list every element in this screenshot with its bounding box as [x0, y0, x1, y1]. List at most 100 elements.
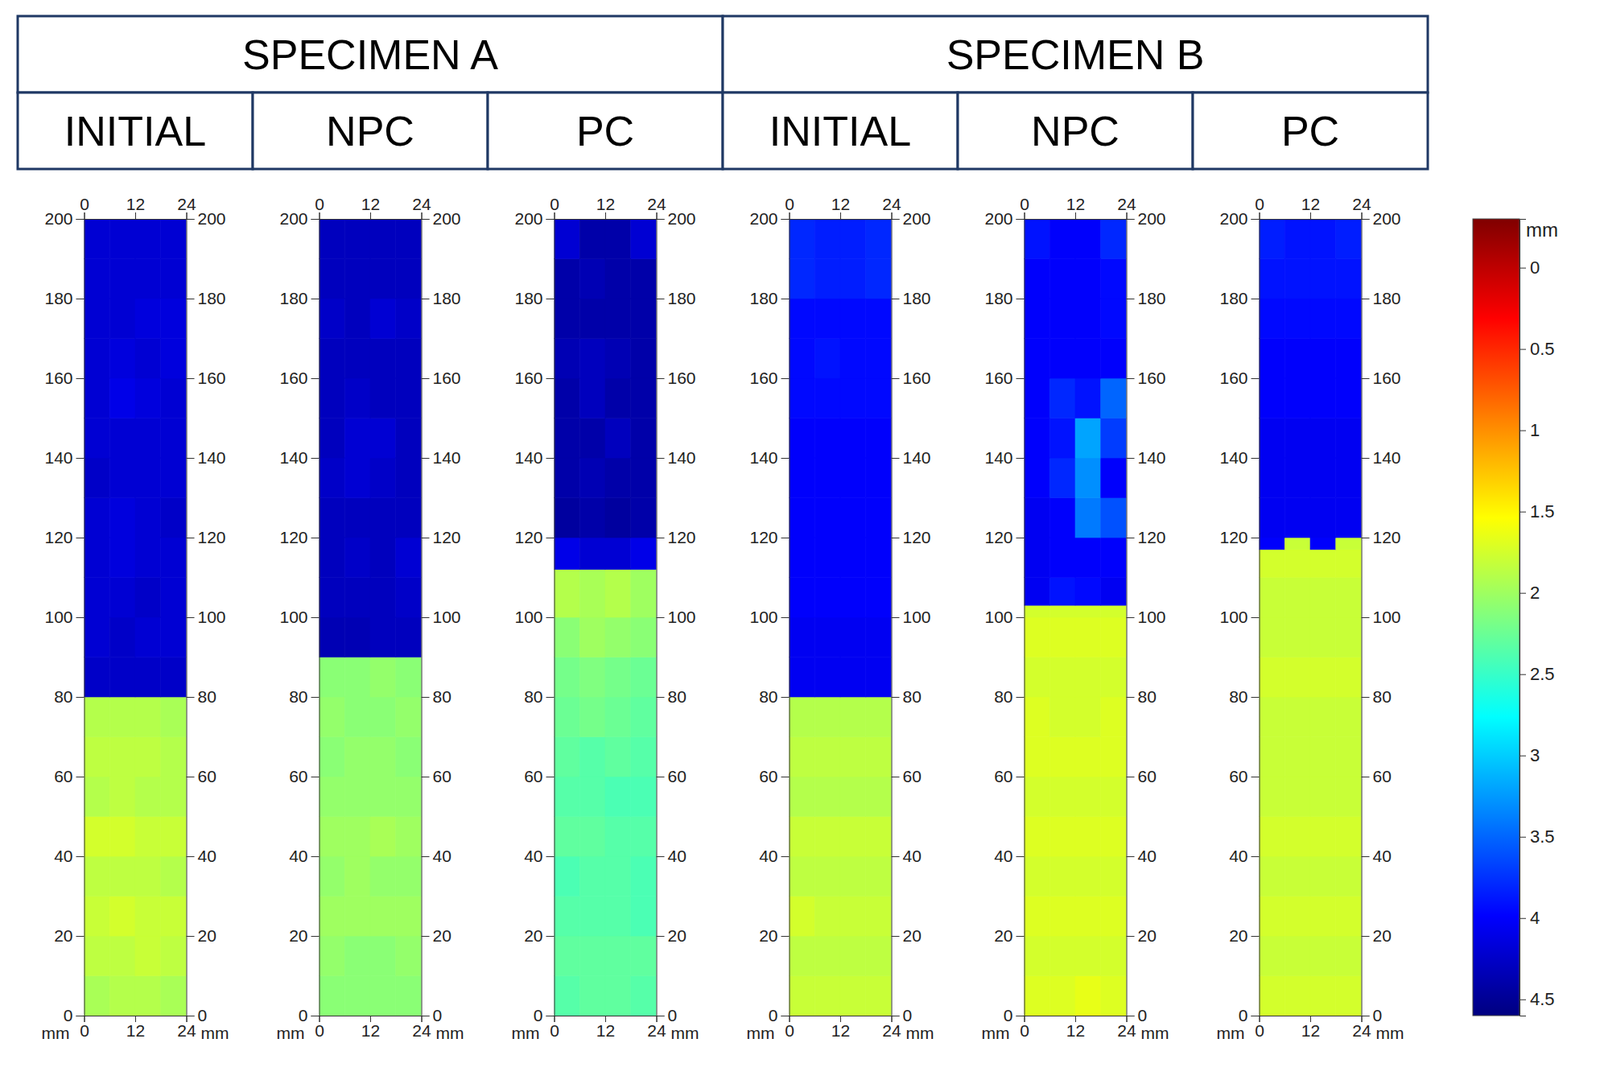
- tick-label: 160: [984, 368, 1013, 388]
- tick-label: 20: [1228, 926, 1248, 945]
- tick: 100: [656, 607, 697, 627]
- tick-label: 20: [1373, 926, 1392, 945]
- heatmap-cell: [370, 338, 396, 380]
- heatmap-cell: [814, 816, 841, 858]
- heatmap-cell: [1336, 856, 1362, 897]
- tick-mark: [186, 537, 195, 539]
- y-axis-right: 020406080100120140160180200: [421, 209, 462, 1025]
- axis-line: [319, 212, 422, 220]
- heatmap-cell: [840, 657, 866, 698]
- tick-mark: [891, 537, 900, 539]
- heatmap-cell: [135, 338, 161, 380]
- tick: 200: [514, 209, 554, 228]
- heatmap-cell: [814, 936, 841, 977]
- tick-label: 20: [993, 926, 1013, 945]
- tick: 60: [288, 767, 319, 786]
- tick-mark: [421, 457, 430, 459]
- heatmap-cell: [84, 657, 111, 698]
- heatmap-cell: [630, 976, 657, 1017]
- tick: 160: [984, 368, 1024, 388]
- heatmap-cell: [1049, 537, 1076, 578]
- heatmap-cell: [579, 936, 606, 977]
- heatmap-cell: [789, 498, 816, 539]
- heatmap-cell: [160, 856, 187, 897]
- tick-mark: [1126, 298, 1135, 300]
- heatmap-cell: [135, 617, 161, 658]
- tick: 40: [891, 846, 922, 866]
- tick-label: 180: [1138, 288, 1167, 308]
- heatmap-cell: [814, 498, 841, 539]
- x-axis-unit: mm: [671, 1023, 700, 1043]
- tick: 12: [831, 194, 850, 219]
- heatmap-cell: [395, 218, 422, 260]
- heatmap-cell: [1101, 816, 1127, 858]
- heatmap-cell: [1259, 657, 1286, 698]
- tick: 0: [79, 194, 90, 219]
- heatmap-cell: [1284, 737, 1311, 778]
- tick-label: 120: [1219, 527, 1248, 547]
- heatmap-cell: [1101, 856, 1127, 897]
- heatmap-cell: [1336, 577, 1362, 619]
- heatmap-cell: [554, 259, 581, 300]
- heatmap-cell: [319, 577, 346, 619]
- heatmap-cell: [865, 696, 892, 738]
- tick-label: 200: [44, 209, 73, 228]
- tick-mark: [1259, 212, 1261, 219]
- heatmap-cell: [605, 378, 631, 419]
- heatmap-cell: [135, 537, 161, 578]
- x-axis-bottom: 01224: [1254, 1015, 1372, 1040]
- tick-mark: [421, 378, 430, 380]
- heatmap-cell: [344, 816, 371, 858]
- heatmap-cell: [630, 896, 657, 937]
- heatmap-cell: [135, 577, 161, 619]
- tick-label: 24: [1117, 194, 1137, 214]
- heatmap-cell: [344, 577, 371, 619]
- tick-mark: [656, 856, 665, 858]
- tick-label: 12: [1066, 194, 1085, 214]
- tick-label: 180: [44, 288, 73, 308]
- heatmap-cell: [554, 298, 581, 339]
- heatmap-cell: [1336, 976, 1362, 1017]
- tick-label: 20: [288, 926, 308, 945]
- heatmap-cell: [1075, 936, 1102, 977]
- heatmap-cell: [789, 696, 816, 738]
- tick: 120: [1361, 527, 1402, 547]
- tick: 80: [421, 687, 452, 706]
- tick-label: 60: [758, 767, 778, 786]
- x-axis-unit: mm: [1376, 1023, 1405, 1043]
- heatmap-cell: [840, 498, 866, 539]
- heatmap-cell: [1101, 617, 1127, 658]
- heatmap-cell: [1259, 577, 1286, 619]
- heatmap-cell: [1259, 418, 1286, 459]
- tick-label: 0: [668, 1006, 678, 1025]
- heatmap-cell: [160, 657, 187, 698]
- heatmap-cell: [1336, 936, 1362, 977]
- tick-label: 80: [197, 687, 217, 706]
- tick-mark: [781, 1015, 790, 1017]
- heatmap-cell: [814, 976, 841, 1017]
- heatmap-cell: [1336, 696, 1362, 738]
- header-cell: [487, 92, 723, 170]
- tick-label: 0: [903, 1006, 913, 1025]
- tick-mark: [1519, 430, 1526, 432]
- tick: 100: [514, 607, 554, 627]
- tick: 20: [758, 926, 789, 945]
- tick-mark: [1126, 378, 1135, 380]
- tick-label: 0: [314, 194, 325, 214]
- heatmap-cell: [1259, 696, 1286, 738]
- heatmap-cell: [865, 816, 892, 858]
- heatmap-cell: [370, 776, 396, 817]
- tick: 140: [44, 448, 84, 467]
- heatmap-cell: [1284, 896, 1311, 937]
- heatmap-cell: [1284, 856, 1311, 897]
- heatmap-cell: [605, 696, 631, 738]
- tick: 100: [279, 607, 319, 627]
- heatmap-cell: [1284, 537, 1311, 550]
- tick-label: 60: [903, 767, 922, 786]
- tick-label: 200: [514, 209, 543, 228]
- tick-mark: [1016, 537, 1025, 539]
- tick: 180: [186, 288, 227, 308]
- tick-mark: [891, 936, 900, 937]
- tick: 80: [53, 687, 84, 706]
- tick-label: 24: [177, 1021, 197, 1040]
